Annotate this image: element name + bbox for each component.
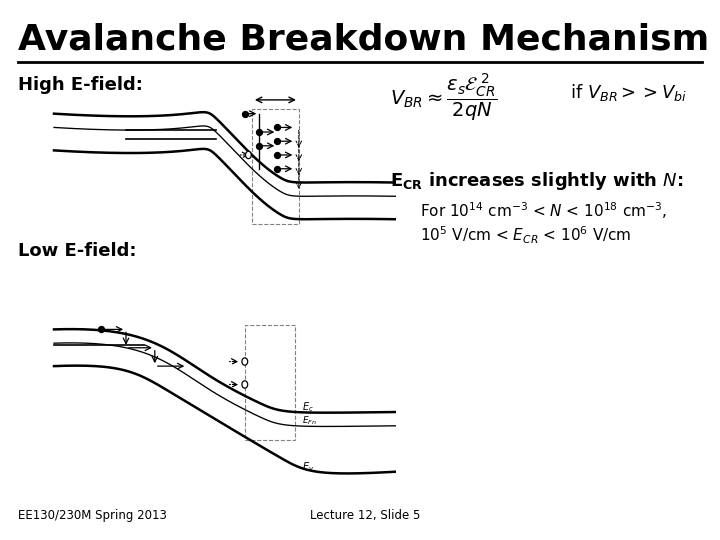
Circle shape bbox=[242, 381, 248, 388]
Text: $\mathbf{E_{CR}}$ increases slightly with $\mathit{N}$:: $\mathbf{E_{CR}}$ increases slightly wit… bbox=[390, 170, 683, 192]
Point bbox=[271, 137, 283, 146]
Text: $E_v$: $E_v$ bbox=[302, 460, 315, 474]
Bar bbox=[245, 325, 295, 440]
Circle shape bbox=[242, 358, 248, 365]
Point bbox=[271, 151, 283, 159]
Point bbox=[271, 164, 283, 173]
Text: $V_{BR} \approx \dfrac{\varepsilon_s \mathcal{E}_{CR}^{\ 2}}{2qN}$: $V_{BR} \approx \dfrac{\varepsilon_s \ma… bbox=[390, 72, 498, 124]
Text: Lecture 12, Slide 5: Lecture 12, Slide 5 bbox=[310, 509, 420, 522]
Point bbox=[271, 123, 283, 132]
Text: EE130/230M Spring 2013: EE130/230M Spring 2013 bbox=[18, 509, 167, 522]
Text: Low E-field:: Low E-field: bbox=[18, 242, 137, 260]
Text: $E_c$: $E_c$ bbox=[302, 401, 314, 414]
Text: High E-field:: High E-field: bbox=[18, 76, 143, 94]
Point bbox=[239, 109, 251, 118]
Text: $E_{Fn}$: $E_{Fn}$ bbox=[302, 415, 318, 428]
Point bbox=[253, 128, 265, 137]
Text: For $10^{14}$ cm$^{-3}$ < $\mathit{N}$ < $10^{18}$ cm$^{-3}$,: For $10^{14}$ cm$^{-3}$ < $\mathit{N}$ <… bbox=[420, 200, 667, 221]
Text: if $V_{BR} >> V_{bi}$: if $V_{BR} >> V_{bi}$ bbox=[570, 82, 687, 103]
Bar bbox=[252, 109, 299, 224]
Point bbox=[95, 325, 107, 334]
Point bbox=[253, 141, 265, 150]
Circle shape bbox=[246, 151, 251, 159]
Text: Avalanche Breakdown Mechanism: Avalanche Breakdown Mechanism bbox=[18, 22, 709, 56]
Text: $10^5$ V/cm < $E_{CR}$ < $10^6$ V/cm: $10^5$ V/cm < $E_{CR}$ < $10^6$ V/cm bbox=[420, 225, 631, 246]
